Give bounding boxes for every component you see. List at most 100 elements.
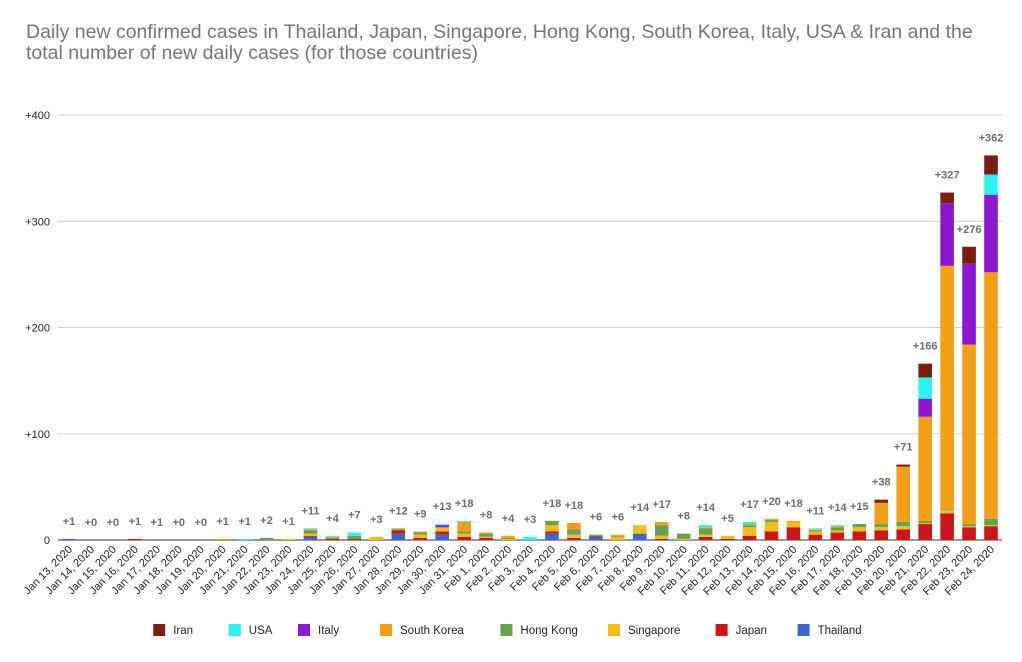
bar-segment-singapore [303, 533, 318, 536]
legend-label: Iran [173, 625, 193, 637]
bar-segment-singapore [940, 510, 954, 514]
total-label: +17 [740, 499, 759, 511]
y-tick-label: +200 [25, 323, 50, 335]
bar-segment-hong-kong [896, 521, 911, 527]
bar-segment-hong-kong [698, 528, 713, 535]
bar-segment-hong-kong [413, 532, 428, 535]
legend-swatch-hong-kong [500, 624, 513, 636]
bar-segment-singapore [457, 533, 471, 537]
bar-segment-singapore [698, 534, 713, 537]
bar-segment-usa [347, 532, 362, 536]
bar-segment-singapore [742, 527, 757, 536]
bar-segment-hong-kong [742, 525, 757, 528]
bar-segment-iran [962, 246, 976, 264]
bar-segment-japan [984, 526, 998, 540]
bar-segment-south-korea [808, 529, 823, 531]
bar-segment-hong-kong [676, 533, 691, 539]
bar-segment-south-korea [786, 520, 801, 522]
total-label: +4 [326, 513, 339, 525]
bar-segment-south-korea [303, 529, 318, 531]
bar-segment-hong-kong [589, 534, 603, 536]
bar-segment-south-korea [413, 531, 428, 533]
bar-segment-south-korea [742, 524, 757, 526]
bar-segment-hong-kong [808, 530, 823, 532]
total-label: +1 [216, 516, 229, 528]
bar-segment-singapore [786, 521, 801, 528]
legend-swatch-usa [228, 624, 241, 636]
bar-segment-japan [654, 538, 669, 540]
legend-swatch-south-korea [380, 624, 392, 636]
bar-segment-south-korea [698, 527, 713, 529]
bar-segment-usa [742, 521, 757, 525]
bar-segment-iran [984, 155, 998, 175]
total-label: +0 [85, 517, 98, 529]
bar-segment-japan [567, 537, 581, 540]
bar-segment-japan [128, 538, 142, 540]
bar-segment-singapore [984, 525, 998, 527]
bar-segment-singapore [962, 526, 976, 528]
bar-segment-hong-kong [457, 531, 471, 534]
bar-segment-south-korea [874, 502, 889, 525]
bar-segment-iran [896, 464, 911, 467]
total-label: +0 [194, 517, 207, 529]
bar-segment-italy [940, 203, 954, 266]
y-tick-label: +300 [25, 216, 50, 228]
bar-segment-usa [325, 535, 340, 537]
legend-label: Thailand [818, 625, 862, 637]
bar-segment-hong-kong [325, 537, 340, 539]
total-label: +8 [677, 511, 690, 523]
bar-segment-singapore [654, 535, 669, 539]
bar-segment-hong-kong [479, 533, 493, 537]
total-label: +1 [238, 516, 251, 528]
bar-segment-hong-kong [830, 527, 845, 531]
total-label: +5 [721, 513, 734, 525]
total-label: +18 [455, 498, 474, 510]
bar-segment-japan [830, 532, 845, 540]
bar-segment-japan [918, 524, 932, 540]
bar-segment-japan [852, 531, 867, 540]
bar-segment-japan [479, 537, 493, 540]
bar-segment-usa [457, 520, 471, 522]
total-label: +18 [543, 498, 562, 510]
y-tick-label: +100 [25, 429, 50, 441]
bar-segment-japan [698, 536, 713, 540]
bar-segment-hong-kong [654, 525, 669, 536]
bar-segment-usa [808, 528, 823, 530]
total-label: +0 [172, 517, 185, 529]
total-label: +18 [565, 500, 584, 512]
legend-label: USA [249, 625, 273, 637]
bar-segment-singapore [918, 523, 932, 525]
total-label: +1 [63, 516, 76, 528]
bar-segment-hong-kong [984, 518, 998, 526]
bar-segment-south-korea [479, 532, 493, 534]
bar-segment-japan [896, 529, 911, 540]
total-label: +14 [630, 502, 650, 514]
bar-segment-iran [918, 363, 932, 378]
total-label: +2 [260, 515, 273, 527]
y-tick-label: 0 [44, 535, 50, 547]
legend-swatch-japan [715, 624, 728, 636]
bar-segment-usa [523, 536, 537, 540]
legend-label: South Korea [400, 625, 465, 637]
legend-label: Italy [318, 625, 339, 637]
legend-label: Japan [736, 625, 767, 637]
bar-segment-south-korea [501, 535, 515, 538]
bar-segment-japan [589, 535, 603, 537]
total-label: +18 [784, 498, 803, 510]
legend-label: Singapore [628, 625, 680, 637]
bar-segment-singapore [720, 535, 735, 539]
bar-segment-singapore [764, 521, 779, 532]
bar-segment-singapore [830, 530, 845, 533]
bar-segment-japan [435, 531, 449, 535]
bar-segment-usa [918, 377, 932, 399]
total-label: +1 [151, 517, 164, 529]
legend-swatch-italy [298, 624, 310, 636]
total-label: +4 [502, 513, 515, 525]
bar-segment-japan [347, 538, 362, 540]
total-label: +166 [913, 341, 938, 353]
bar-segment-hong-kong [940, 509, 954, 511]
bar-segment-south-korea [962, 344, 976, 525]
bar-segment-south-korea [896, 466, 911, 522]
bar-segment-singapore [435, 528, 449, 532]
